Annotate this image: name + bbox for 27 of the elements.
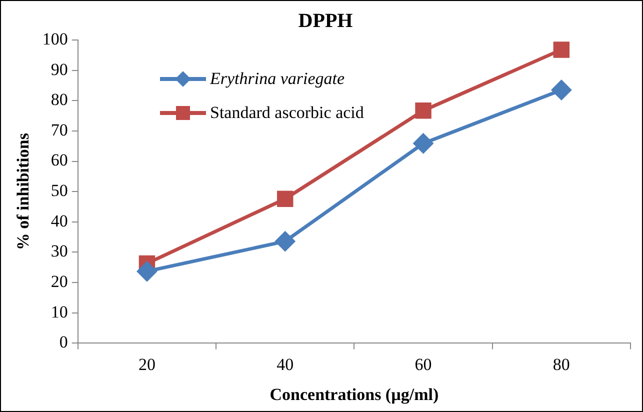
x-tick-label: 80 bbox=[552, 354, 570, 374]
y-tick-label: 90 bbox=[50, 60, 68, 79]
x-axis-title: Concentrations (µg/ml) bbox=[270, 385, 439, 404]
point bbox=[414, 134, 434, 154]
y-tick-label: 100 bbox=[42, 29, 68, 48]
y-tick-label: 80 bbox=[50, 90, 68, 110]
x-tick-label: 40 bbox=[276, 354, 294, 374]
y-axis-title: % of inhibitions bbox=[14, 132, 33, 250]
y-tick-label: 30 bbox=[50, 242, 68, 261]
y-tick-label: 10 bbox=[50, 302, 68, 322]
y-tick-label: 40 bbox=[50, 211, 68, 230]
x-tick-label: 20 bbox=[138, 354, 156, 374]
y-tick-label: 60 bbox=[50, 150, 68, 170]
y-tick-label: 20 bbox=[50, 272, 68, 292]
x-tick-label: 60 bbox=[414, 354, 432, 374]
legend-label: Erythrina variegate bbox=[210, 69, 345, 89]
y-tick-label: 50 bbox=[50, 181, 68, 200]
y-tick-label: 70 bbox=[50, 120, 68, 140]
point bbox=[553, 42, 570, 58]
point bbox=[415, 102, 432, 119]
point bbox=[275, 232, 295, 252]
legend-label: Standard ascorbic acid bbox=[210, 103, 364, 123]
point bbox=[277, 190, 294, 207]
chart-title: DPPH bbox=[298, 10, 354, 32]
y-tick-label: 0 bbox=[59, 332, 68, 352]
point bbox=[137, 262, 157, 282]
point bbox=[552, 80, 572, 100]
